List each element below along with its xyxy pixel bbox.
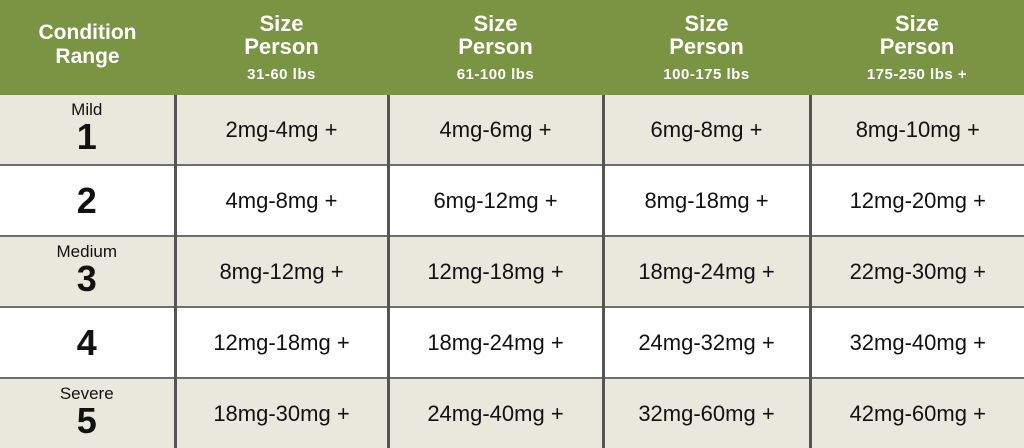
column-title: Size Person	[244, 11, 319, 59]
dose-cell: 12mg-18mg +	[173, 306, 388, 378]
dose-cell: 6mg-8mg +	[601, 95, 810, 165]
dose-cell: 32mg-40mg +	[808, 306, 1024, 378]
condition-level: 3	[76, 257, 97, 299]
condition-level: 2	[76, 179, 97, 221]
column-title: Size Person	[879, 11, 955, 59]
column-title: Size Person	[669, 11, 744, 59]
condition-range-label: Condition Range	[38, 20, 137, 68]
condition-level: 5	[76, 399, 97, 441]
dose-cell: 12mg-20mg +	[808, 164, 1024, 236]
column-header: Size Person 100-175 lbs	[603, 0, 810, 95]
dose-cell: 8mg-18mg +	[601, 164, 810, 236]
dose-cell: 18mg-24mg +	[601, 235, 810, 307]
column-weight: 100-175 lbs	[663, 66, 750, 83]
condition-level-cell: 4	[0, 306, 175, 378]
condition-level-cell: Mild 1	[0, 95, 175, 165]
condition-level: 4	[76, 321, 97, 363]
dose-cell: 12mg-18mg +	[386, 235, 603, 307]
dose-cell: 6mg-12mg +	[386, 164, 603, 236]
dose-cell: 8mg-12mg +	[173, 235, 388, 307]
column-header: Size Person 61-100 lbs	[388, 0, 603, 95]
condition-label: Mild	[71, 99, 103, 119]
condition-level-cell: 2	[0, 164, 175, 236]
condition-level-cell: Severe 5	[0, 377, 175, 448]
dose-cell: 2mg-4mg +	[173, 95, 388, 165]
condition-level-cell: Medium 3	[0, 235, 175, 307]
dose-cell: 22mg-30mg +	[808, 235, 1024, 307]
dose-cell: 42mg-60mg +	[808, 377, 1024, 448]
condition-range-header: Condition Range	[0, 0, 175, 95]
column-header: Size Person 175-250 lbs +	[810, 0, 1024, 95]
table-row: Severe 5 18mg-30mg +24mg-40mg +32mg-60mg +…	[0, 377, 1024, 448]
column-weight: 31-60 lbs	[247, 66, 316, 83]
column-title: Size Person	[458, 11, 533, 59]
dose-cell: 18mg-24mg +	[386, 306, 603, 378]
table-row: Medium 3 8mg-12mg +12mg-18mg +18mg-24mg +2…	[0, 235, 1024, 307]
dose-cell: 24mg-32mg +	[601, 306, 810, 378]
column-weight: 61-100 lbs	[456, 66, 535, 83]
table-row: 2 4mg-8mg +6mg-12mg +8mg-18mg +12mg-20mg …	[0, 164, 1024, 236]
dose-cell: 4mg-6mg +	[386, 95, 603, 165]
condition-label: Severe	[59, 383, 114, 403]
table-row: Mild 1 2mg-4mg +4mg-6mg +6mg-8mg +8mg-10mg…	[0, 95, 1024, 165]
dose-cell: 32mg-60mg +	[601, 377, 810, 448]
condition-level: 1	[76, 115, 97, 157]
dose-cell: 8mg-10mg +	[808, 95, 1024, 165]
condition-label: Medium	[56, 241, 117, 261]
dose-cell: 24mg-40mg +	[386, 377, 603, 448]
column-header: Size Person 31-60 lbs	[175, 0, 388, 95]
header-row: Condition Range Size Person 31-60 lbs Siz…	[0, 0, 1024, 95]
dose-cell: 18mg-30mg +	[173, 377, 388, 448]
table-row: 4 12mg-18mg +18mg-24mg +24mg-32mg +32mg-4…	[0, 306, 1024, 378]
column-weight: 175-250 lbs +	[866, 66, 968, 83]
dose-cell: 4mg-8mg +	[173, 164, 388, 236]
